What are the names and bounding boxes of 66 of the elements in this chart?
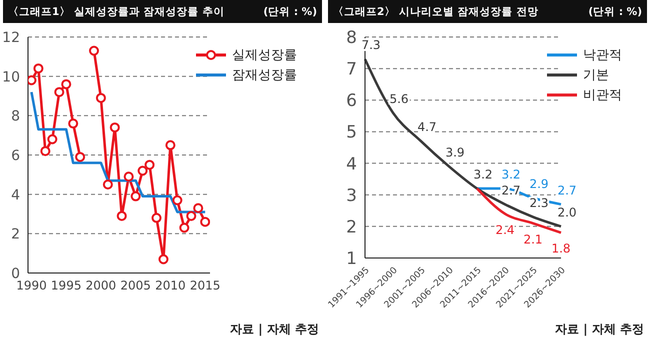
data-label: 2.0 bbox=[557, 205, 577, 220]
point bbox=[116, 210, 127, 221]
chart-title: 〈그래프1〉 실제성장률과 잠재성장률 추이 bbox=[8, 4, 224, 18]
chart-title: 〈그래프2〉 시나리오별 잠재성장률 전망 bbox=[333, 4, 538, 18]
text: (단위 : %) bbox=[263, 4, 317, 18]
text: (단위 : %) bbox=[588, 4, 642, 18]
y-tick-label: 5 bbox=[346, 122, 357, 143]
data-label: 2.1 bbox=[523, 232, 543, 246]
point bbox=[130, 191, 141, 202]
y-tick-label: 2 bbox=[346, 217, 357, 238]
point bbox=[33, 63, 44, 74]
legend-label: 비관적 bbox=[583, 87, 622, 104]
x-tick-label: 1995 bbox=[50, 278, 82, 293]
point bbox=[96, 92, 106, 103]
point bbox=[54, 87, 64, 98]
y-tick-label: 10 bbox=[2, 69, 20, 86]
data-label: 4.7 bbox=[417, 120, 437, 134]
point bbox=[88, 46, 99, 56]
data-label: 3.2 bbox=[473, 168, 493, 182]
y-tick-label: 6 bbox=[346, 91, 357, 112]
point bbox=[152, 212, 162, 223]
point bbox=[124, 172, 134, 182]
y-tick-label: 3 bbox=[346, 186, 357, 206]
y-tick-label: 7 bbox=[346, 60, 357, 80]
point bbox=[186, 210, 196, 221]
data-label: 2.7 bbox=[557, 183, 577, 198]
y-tick-label: 8 bbox=[11, 108, 20, 125]
y-tick-label: 1 bbox=[346, 249, 357, 270]
legend-label: 기본 bbox=[583, 67, 609, 84]
point bbox=[179, 222, 190, 233]
point bbox=[200, 216, 210, 227]
x-tick-label: 2010 bbox=[155, 278, 186, 293]
point bbox=[40, 146, 50, 156]
data-label: 1.8 bbox=[551, 242, 571, 256]
data-label: 5.6 bbox=[389, 92, 409, 106]
point bbox=[68, 118, 78, 129]
x-tick-label: 2005 bbox=[120, 278, 151, 293]
point bbox=[193, 203, 204, 214]
x-tick-label: 2000 bbox=[86, 278, 116, 293]
point bbox=[75, 152, 86, 162]
point bbox=[61, 79, 72, 90]
point bbox=[110, 122, 120, 132]
text: 자료 | 자체 추정 bbox=[230, 321, 319, 338]
y-tick-label: 2 bbox=[11, 226, 20, 243]
legend-label: 실제성장률 bbox=[232, 47, 297, 64]
legend-label: 낙관적 bbox=[583, 47, 622, 64]
point bbox=[144, 160, 155, 170]
legend-label: 잠재성장률 bbox=[232, 67, 297, 84]
data-label: 2.9 bbox=[529, 177, 549, 192]
data-label: 2.4 bbox=[495, 222, 515, 237]
x-tick-label: 2015 bbox=[190, 278, 220, 293]
point bbox=[138, 166, 148, 176]
point bbox=[172, 195, 182, 206]
point bbox=[165, 140, 176, 150]
y-tick-label: 6 bbox=[11, 148, 20, 164]
y-tick-label: 12 bbox=[2, 30, 20, 46]
y-tick-label: 8 bbox=[346, 28, 357, 48]
y-tick-label: 4 bbox=[11, 187, 20, 204]
y-tick-label: 4 bbox=[346, 154, 357, 174]
point bbox=[158, 254, 168, 264]
data-label: 2.3 bbox=[529, 196, 549, 210]
data-label: 3.2 bbox=[501, 168, 521, 182]
text: 자료 | 자체 추정 bbox=[555, 321, 644, 338]
point bbox=[47, 134, 58, 144]
point bbox=[102, 180, 113, 190]
data-label: 3.9 bbox=[445, 145, 465, 160]
